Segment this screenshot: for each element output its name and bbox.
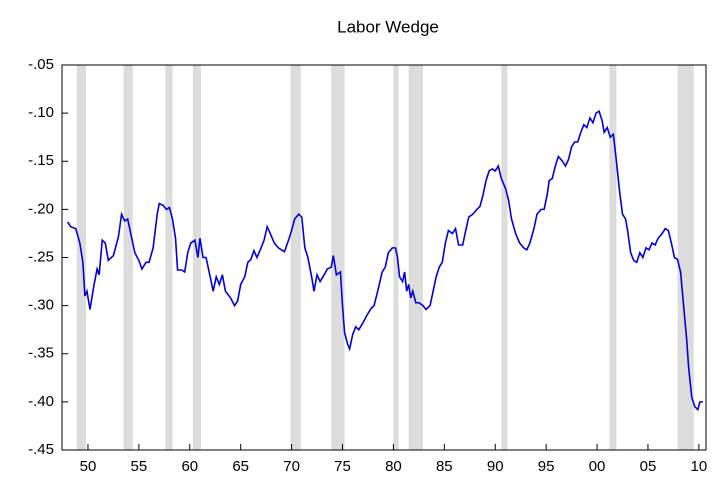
y-tick-label: -.05 — [28, 56, 54, 73]
recession-band — [331, 65, 345, 450]
x-tick-label: 80 — [385, 458, 402, 475]
x-tick-label: 95 — [538, 458, 555, 475]
x-tick-label: 50 — [80, 458, 97, 475]
y-tick-label: -.10 — [28, 104, 54, 121]
recession-band — [501, 65, 508, 450]
recession-band — [677, 65, 694, 450]
y-tick-label: -.20 — [28, 200, 54, 217]
y-tick-label: -.25 — [28, 248, 54, 265]
x-tick-label: 60 — [181, 458, 198, 475]
plot-frame — [61, 64, 707, 451]
x-tick-label: 05 — [640, 458, 657, 475]
recession-band — [192, 65, 201, 450]
recession-band — [123, 65, 133, 450]
recession-band — [165, 65, 173, 450]
y-tick-label: -.15 — [28, 152, 54, 169]
chart-title: Labor Wedge — [337, 17, 439, 36]
x-tick-label: 10 — [691, 458, 708, 475]
recession-band — [408, 65, 423, 450]
recession-band — [609, 65, 617, 450]
x-tick-label: 55 — [131, 458, 148, 475]
x-tick-label: 65 — [232, 458, 249, 475]
y-tick-label: -.30 — [28, 297, 54, 314]
recession-band — [393, 65, 399, 450]
x-tick-label: 00 — [589, 458, 606, 475]
x-tick-label: 90 — [487, 458, 504, 475]
x-tick-label: 70 — [283, 458, 300, 475]
y-tick-label: -.45 — [28, 441, 54, 458]
recession-band — [290, 65, 301, 450]
x-tick-label: 75 — [334, 458, 351, 475]
data-line — [66, 109, 703, 412]
y-tick-label: -.35 — [28, 345, 54, 362]
x-tick-label: 85 — [436, 458, 453, 475]
y-tick-label: -.40 — [28, 393, 54, 410]
